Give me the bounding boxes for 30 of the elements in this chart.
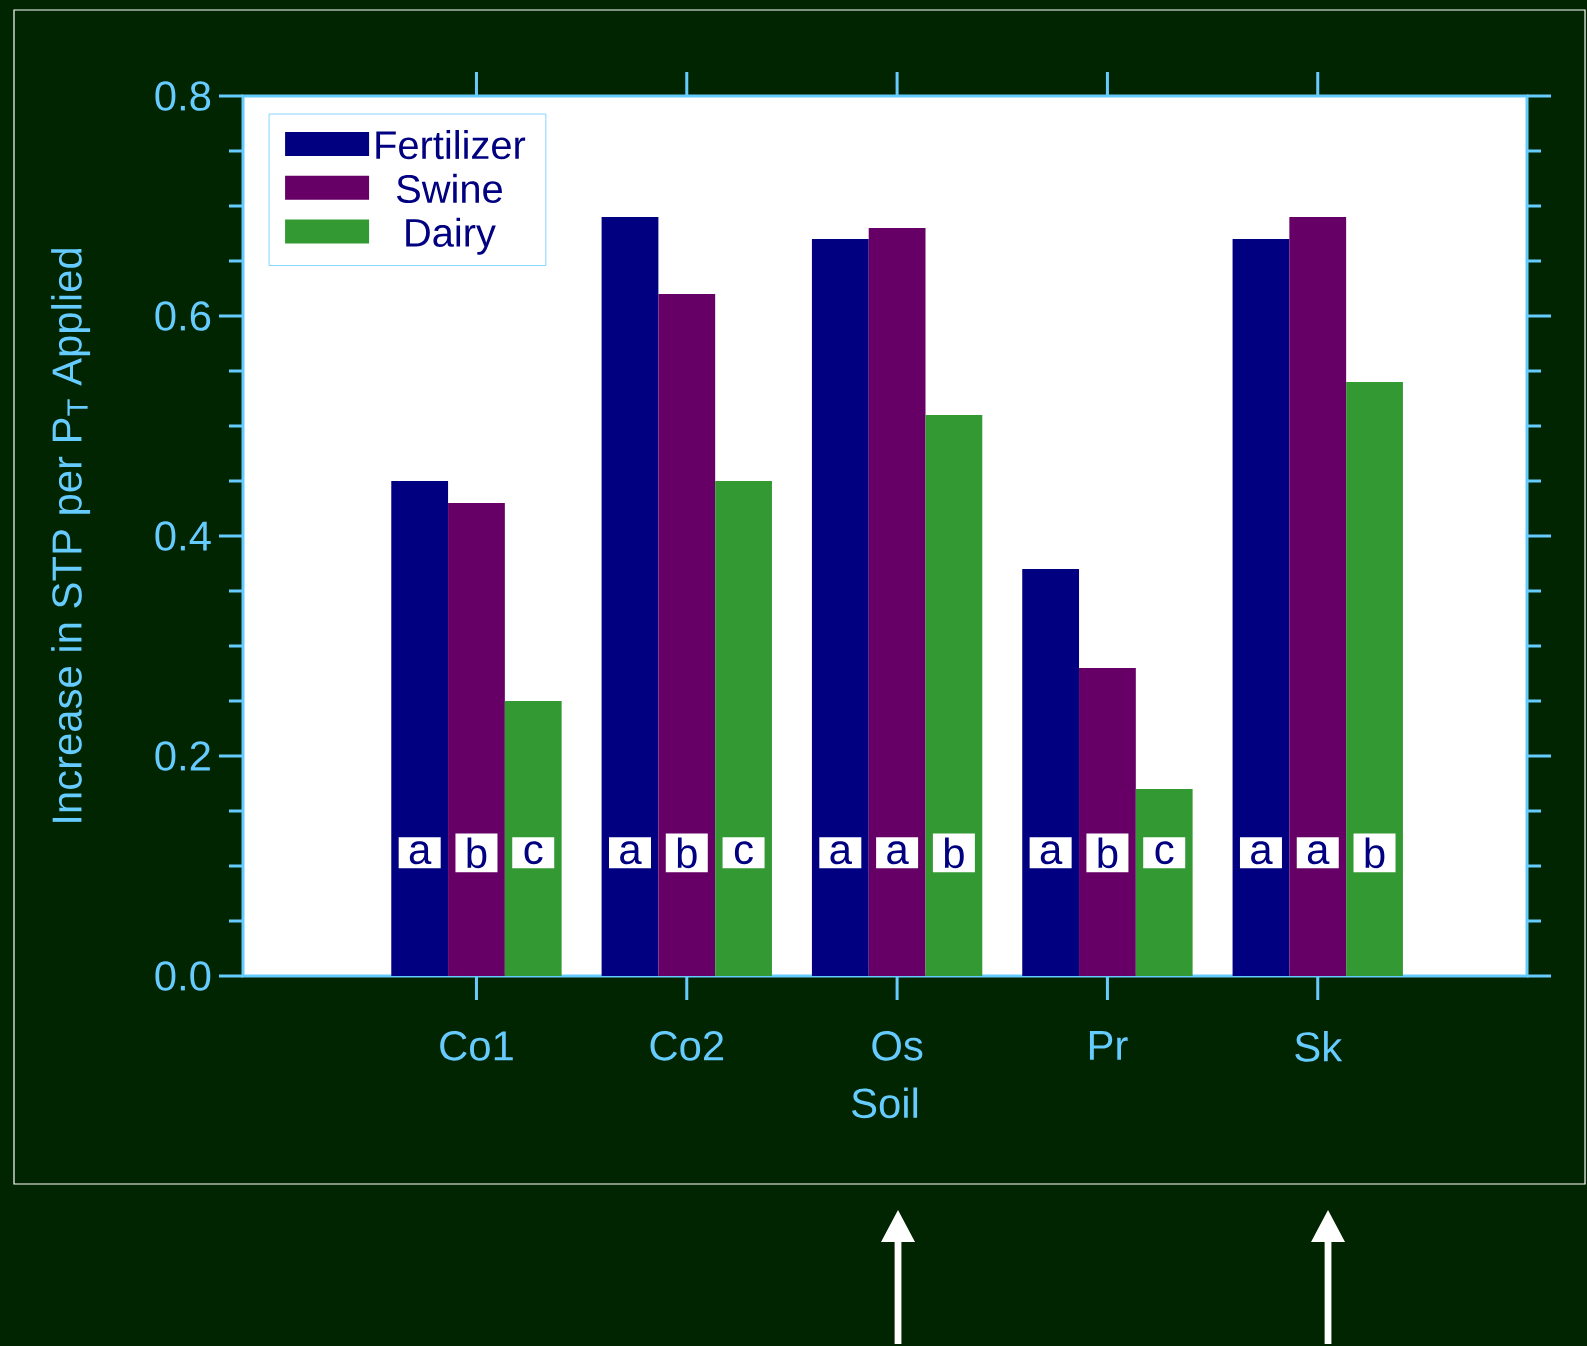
data-label: c	[524, 841, 543, 865]
legend-label: Dairy	[406, 217, 496, 255]
data-label: b	[944, 837, 964, 869]
x-tick-label: Sk	[1295, 1031, 1343, 1062]
data-label: a	[1307, 841, 1330, 865]
x-tick-label: Co1	[440, 1031, 513, 1061]
legend-label: Fertilizer	[376, 130, 526, 160]
x-tick-label: Os	[872, 1031, 923, 1061]
data-label: c	[734, 841, 753, 865]
data-label: b	[467, 837, 487, 869]
data-label: a	[887, 841, 909, 865]
y-tick-label: 0.0	[155, 961, 211, 991]
data-label: a	[830, 841, 852, 865]
x-axis-title: Soil	[852, 1087, 918, 1119]
y-tick-label: 0.8	[155, 81, 211, 111]
y-axis-title: Increase in STP per P$_{T}$ Applied	[51, 249, 91, 822]
x-tick-label: Co2	[650, 1031, 724, 1061]
data-label: b	[677, 837, 697, 869]
data-label: c	[1155, 841, 1174, 865]
x-tick-label: Pr	[1089, 1031, 1128, 1060]
data-label: b	[1365, 837, 1385, 869]
y-tick-label: 0.2	[155, 741, 210, 771]
data-label: a	[1040, 841, 1063, 865]
data-label: a	[620, 841, 642, 865]
data-label: a	[409, 841, 432, 865]
data-label: b	[1098, 837, 1118, 869]
y-tick-label: 0.4	[155, 521, 211, 551]
data-label: a	[1251, 841, 1273, 865]
legend-label: Swine	[396, 173, 502, 204]
y-tick-label: 0.6	[155, 301, 211, 331]
